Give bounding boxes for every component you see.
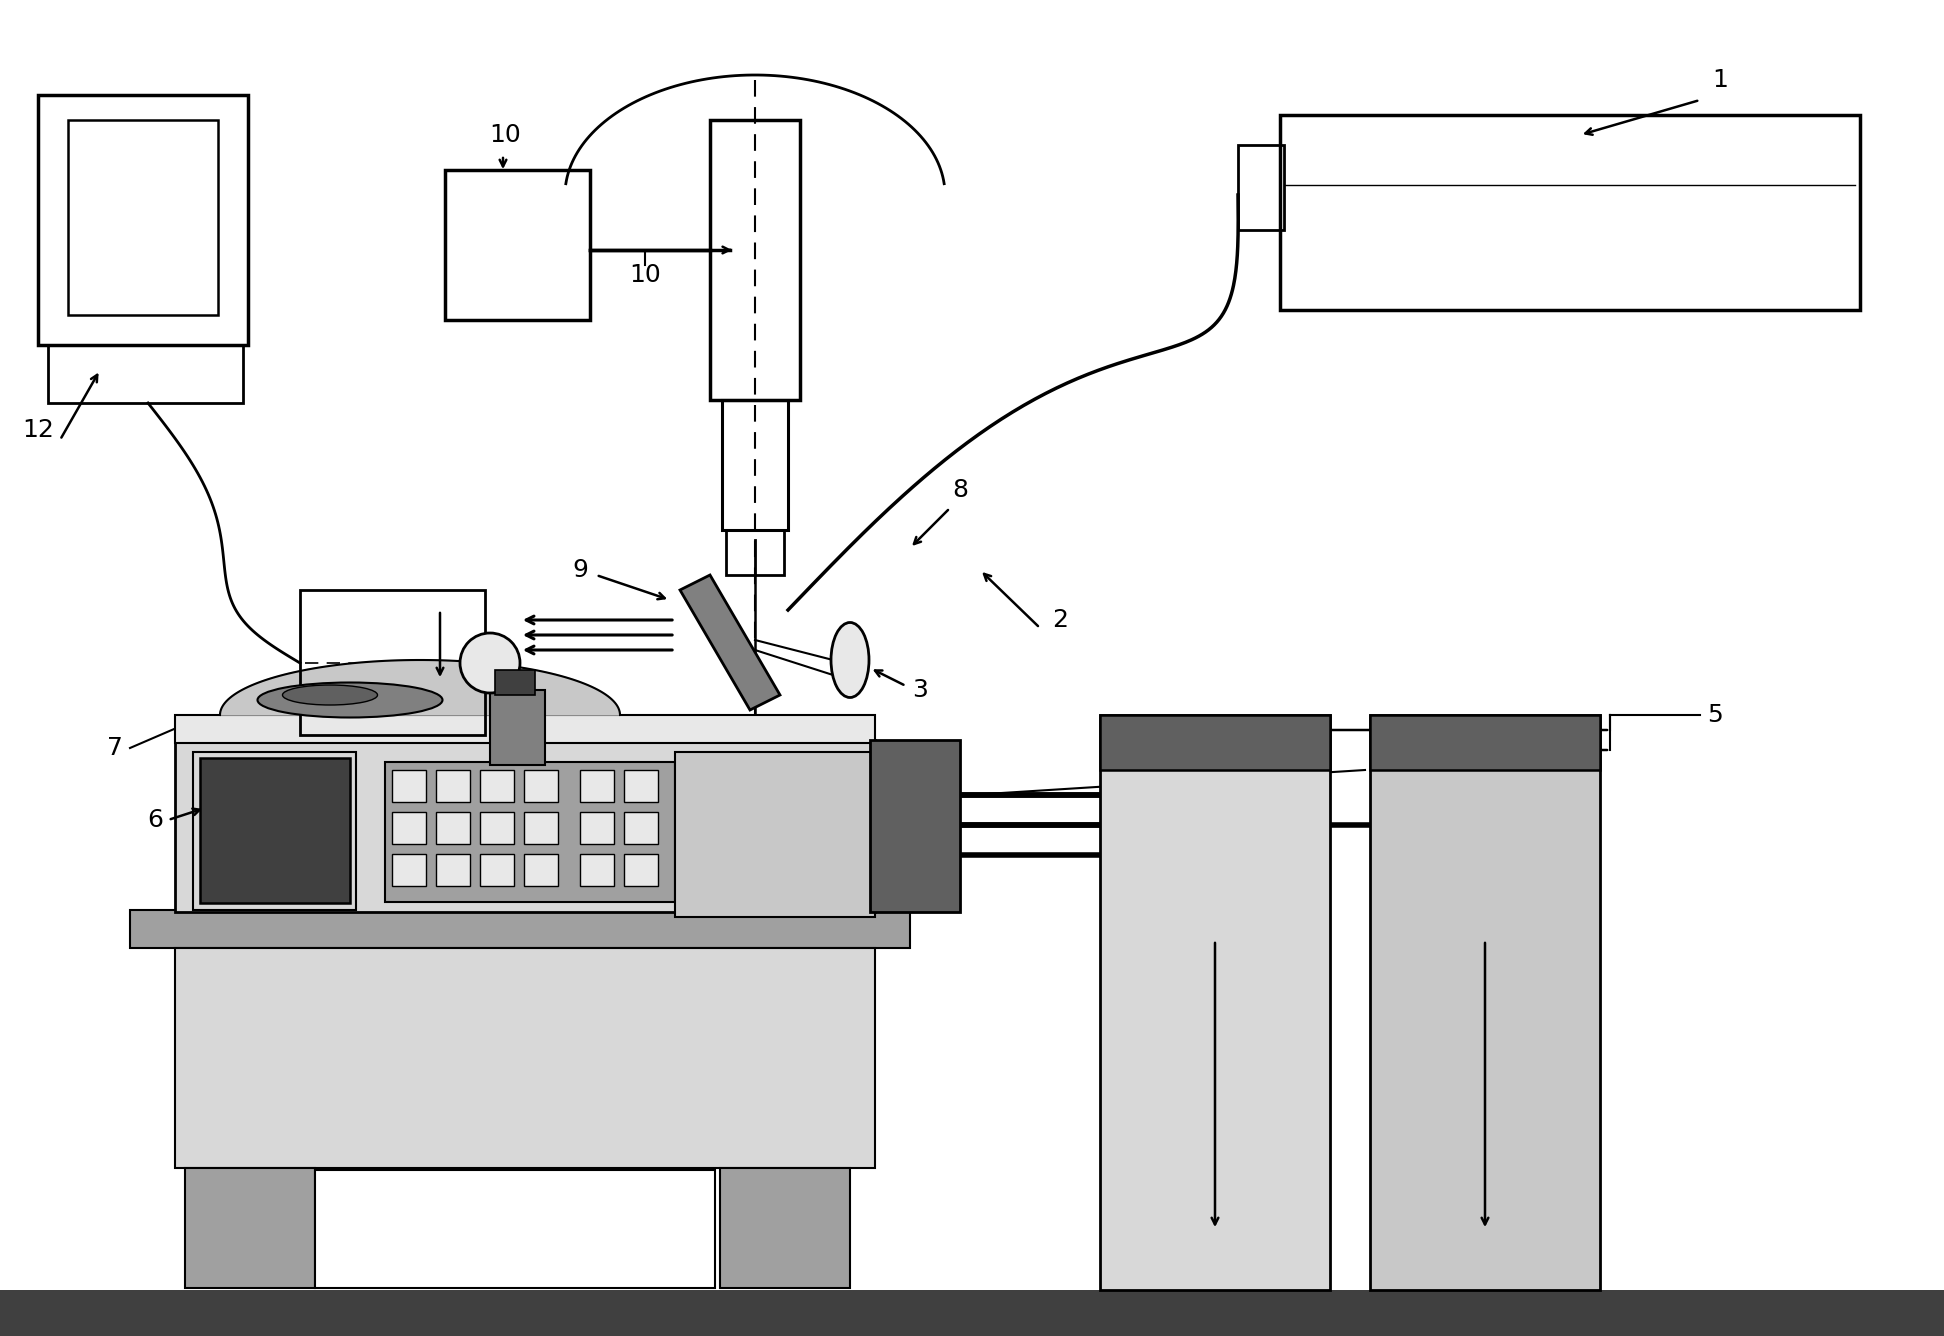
Bar (710, 120, 801, 399)
Bar (871, 740, 960, 912)
Bar (719, 1168, 850, 1288)
Text: 9: 9 (572, 558, 587, 582)
Bar (721, 399, 787, 530)
Ellipse shape (257, 683, 443, 717)
Text: 5: 5 (1707, 703, 1722, 727)
Bar (445, 170, 589, 321)
Bar (393, 812, 426, 844)
Bar (39, 95, 249, 345)
Bar (315, 1170, 715, 1288)
Bar (435, 854, 470, 886)
Bar (1371, 715, 1600, 1291)
Bar (68, 120, 218, 315)
Bar (0, 1291, 1944, 1336)
Bar (1100, 715, 1330, 770)
Bar (725, 530, 783, 574)
Bar (175, 949, 875, 1168)
Polygon shape (220, 660, 620, 715)
Bar (435, 770, 470, 802)
Bar (200, 758, 350, 903)
Bar (480, 770, 513, 802)
Bar (480, 812, 513, 844)
Text: 2: 2 (1052, 608, 1067, 632)
Bar (525, 770, 558, 802)
Bar (185, 1168, 315, 1288)
Bar (525, 854, 558, 886)
Bar (624, 854, 657, 886)
Text: 8: 8 (953, 478, 968, 502)
Bar (435, 812, 470, 844)
Bar (175, 715, 875, 743)
Polygon shape (680, 574, 780, 709)
Bar (480, 854, 513, 886)
Bar (496, 669, 535, 695)
Bar (624, 770, 657, 802)
Bar (192, 752, 356, 910)
Bar (175, 740, 875, 912)
Bar (579, 812, 614, 844)
Bar (579, 854, 614, 886)
Ellipse shape (830, 623, 869, 697)
Bar (393, 770, 426, 802)
Bar (49, 345, 243, 403)
Text: 7: 7 (107, 736, 122, 760)
Bar (1238, 146, 1283, 230)
Circle shape (461, 633, 519, 693)
Text: 10: 10 (630, 263, 661, 287)
Bar (393, 854, 426, 886)
Bar (525, 812, 558, 844)
Bar (130, 910, 910, 949)
Bar (1371, 715, 1600, 770)
Bar (299, 591, 484, 735)
Bar (490, 689, 544, 766)
Text: 12: 12 (21, 418, 54, 442)
Text: 4: 4 (1372, 758, 1388, 782)
Text: 6: 6 (148, 808, 163, 832)
Bar (579, 770, 614, 802)
Text: 1: 1 (1713, 68, 1728, 92)
Bar (624, 812, 657, 844)
Bar (1279, 115, 1860, 310)
Bar (1100, 715, 1330, 1291)
Bar (385, 762, 675, 902)
Text: 10: 10 (490, 123, 521, 147)
Text: 3: 3 (912, 677, 927, 701)
Bar (675, 752, 875, 916)
Ellipse shape (282, 685, 377, 705)
